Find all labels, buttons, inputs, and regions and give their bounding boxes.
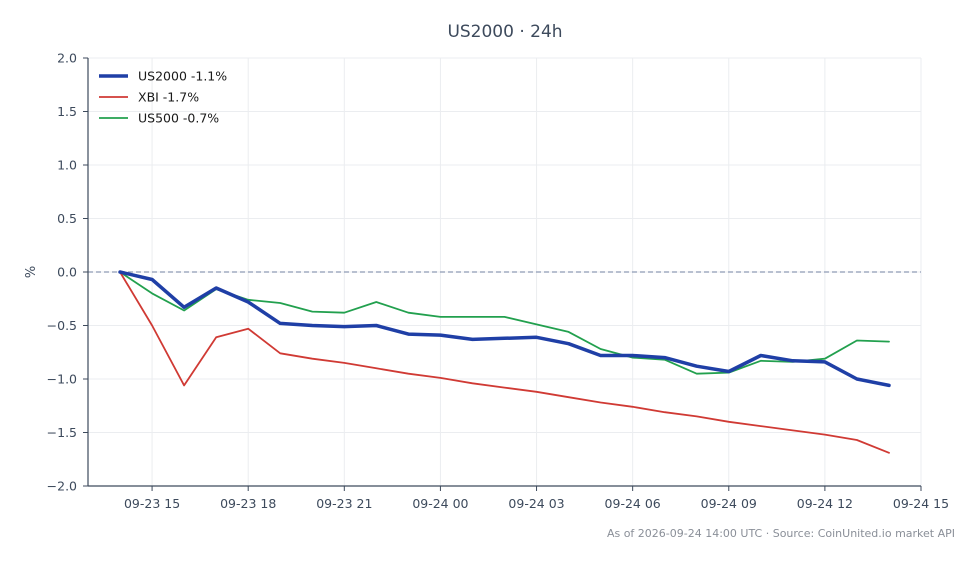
- x-tick-label: 09-24 09: [701, 496, 757, 511]
- source-footer: As of 2026-09-24 14:00 UTC · Source: Coi…: [606, 527, 955, 540]
- x-tick-label: 09-24 00: [412, 496, 468, 511]
- legend-label: US500 -0.7%: [138, 111, 219, 126]
- series-line-us2000: [118, 270, 891, 388]
- y-tick-label: 0.5: [57, 211, 77, 226]
- series-line-us500: [119, 271, 890, 375]
- y-tick-label: 1.0: [57, 158, 77, 173]
- x-tick-label: 09-23 18: [220, 496, 276, 511]
- y-ticks: 2.0 1.5 1.0 0.5 0.0 −0.5 −1.0 −1.5 −2.0: [47, 51, 88, 494]
- x-tick-label: 09-24 15: [893, 496, 949, 511]
- x-tick-label: 09-23 21: [316, 496, 372, 511]
- y-tick-label: −0.5: [47, 318, 77, 333]
- legend-label: XBI -1.7%: [138, 90, 199, 105]
- y-tick-label: 1.5: [57, 104, 77, 119]
- y-tick-label: 0.0: [57, 265, 77, 280]
- chart-title: US2000 · 24h: [447, 22, 562, 42]
- legend-label: US2000 -1.1%: [138, 69, 227, 84]
- x-tick-label: 09-24 06: [605, 496, 661, 511]
- x-tick-label: 09-24 03: [508, 496, 564, 511]
- x-tick-label: 09-23 15: [124, 496, 180, 511]
- y-tick-label: 2.0: [57, 51, 77, 66]
- series-line-xbi: [119, 271, 890, 454]
- y-axis-label: %: [24, 266, 39, 278]
- legend: US2000 -1.1% XBI -1.7% US500 -0.7%: [99, 69, 227, 126]
- x-tick-label: 09-24 12: [797, 496, 853, 511]
- x-ticks: 09-23 15 09-23 18 09-23 21 09-24 00 09-24 03…: [124, 486, 949, 511]
- y-tick-label: −1.0: [47, 372, 77, 387]
- y-tick-label: −2.0: [47, 479, 77, 494]
- y-tick-label: −1.5: [47, 425, 77, 440]
- series-group: [118, 270, 891, 454]
